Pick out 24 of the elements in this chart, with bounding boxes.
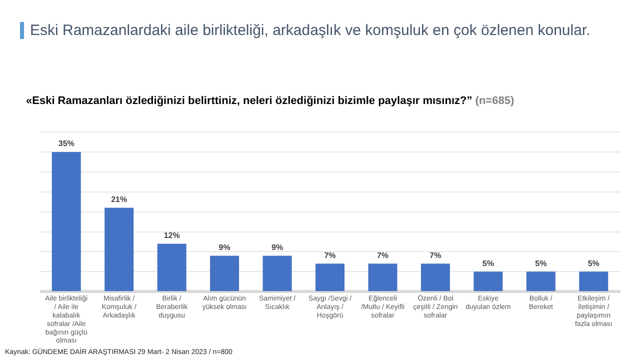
bar	[262, 256, 292, 292]
bar	[316, 264, 344, 292]
data-label: 7%	[430, 250, 442, 260]
data-label: 5%	[535, 258, 547, 268]
bar	[52, 152, 81, 292]
bar	[210, 256, 240, 292]
chart-subtitle: «Eski Ramazanları özlediğinizi belirttiniz, neleri özlediğinizi bizimle paylaşır mısınız?” (n=685)	[26, 95, 514, 107]
data-label: 7%	[324, 250, 336, 260]
bar	[157, 244, 186, 292]
data-label: 9%	[271, 242, 284, 252]
bar	[420, 264, 450, 292]
bar	[104, 208, 134, 292]
data-label: 7%	[376, 250, 389, 260]
bar	[526, 272, 556, 292]
data-label: 5%	[588, 258, 600, 268]
bar	[368, 264, 398, 292]
data-label: 9%	[218, 242, 230, 252]
data-label: 21%	[111, 195, 128, 204]
chart-title: Eski Ramazanlardaki aile birlikteliği, arkadaşlık ve komşuluk en çok özlenen konular.	[30, 22, 590, 39]
bar	[579, 272, 608, 292]
data-label: 12%	[164, 230, 180, 240]
data-label: 35%	[58, 139, 74, 148]
bar	[474, 272, 503, 292]
data-label: 5%	[482, 258, 494, 268]
